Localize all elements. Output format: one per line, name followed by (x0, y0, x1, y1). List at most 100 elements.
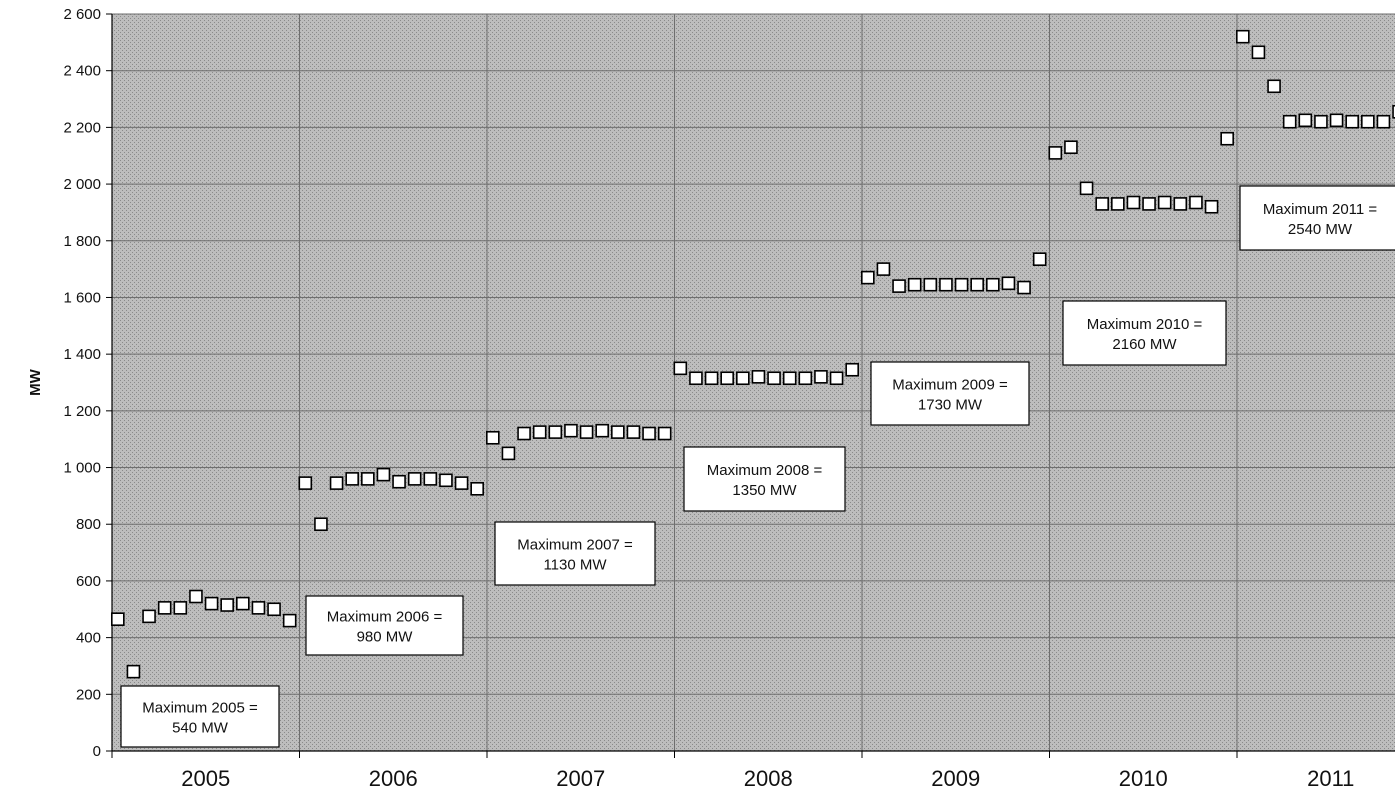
data-point (814, 370, 828, 384)
data-point (1017, 280, 1031, 295)
data-point (517, 426, 531, 441)
data-point (1282, 114, 1297, 129)
y-tick-label: 600 (76, 573, 101, 590)
data-point (1064, 140, 1078, 155)
data-point (111, 612, 125, 626)
data-point (657, 426, 672, 441)
annotation-box: Maximum 2007 = 1130 MW (494, 521, 656, 586)
y-tick-label: 1 600 (63, 289, 101, 306)
data-point (767, 371, 781, 386)
data-point (423, 472, 438, 486)
data-point (892, 279, 906, 293)
annotation-line2: 1730 MW (918, 397, 983, 414)
data-point (954, 277, 969, 292)
data-point (1314, 114, 1328, 129)
data-point (970, 277, 984, 292)
y-tick-label: 1 800 (63, 233, 101, 250)
data-point (501, 446, 516, 461)
data-point (532, 425, 547, 439)
annotation-line2: 540 MW (172, 720, 229, 737)
data-point (1189, 195, 1203, 210)
y-tick-label: 0 (93, 743, 101, 760)
annotations: Maximum 2005 = 540 MW Maximum 2006 = 980 MW… (120, 185, 1395, 748)
annotation-box: Maximum 2010 = 2160 MW (1062, 300, 1227, 366)
data-point (579, 425, 594, 439)
data-point (236, 596, 250, 611)
y-tick-label: 2 600 (63, 6, 101, 23)
data-point (907, 277, 922, 292)
data-point (829, 371, 844, 386)
x-category-label: 2010 (1119, 766, 1168, 791)
x-category-label: 2005 (181, 766, 230, 791)
annotation-line2: 2160 MW (1112, 336, 1177, 353)
data-point (267, 602, 281, 617)
data-point (376, 467, 391, 482)
data-point (720, 371, 734, 386)
data-point (454, 476, 469, 490)
data-point (1001, 276, 1016, 291)
data-point (798, 371, 813, 386)
data-point (1251, 45, 1266, 60)
data-point (1329, 113, 1344, 128)
annotation-line2: 980 MW (357, 629, 414, 646)
annotation-frame (120, 685, 280, 748)
data-point (736, 371, 750, 386)
y-tick-label: 1 200 (63, 403, 101, 420)
annotation-frame (683, 446, 846, 512)
annotation-frame (870, 361, 1030, 426)
data-point (595, 423, 609, 438)
data-point (751, 370, 766, 384)
data-point (220, 598, 234, 612)
y-tick-label: 400 (76, 630, 101, 647)
annotation-box: Maximum 2006 = 980 MW (305, 595, 464, 656)
annotation-line2: 1350 MW (732, 482, 797, 499)
data-point (1236, 29, 1250, 44)
y-axis-label: MW (27, 368, 44, 395)
annotation-line1: Maximum 2010 = (1087, 316, 1203, 333)
annotation-box: Maximum 2009 = 1730 MW (870, 361, 1030, 426)
data-point (486, 430, 500, 445)
data-point (845, 362, 859, 377)
annotation-frame (1062, 300, 1227, 366)
annotation-frame (305, 595, 464, 656)
data-point (1361, 114, 1375, 129)
data-point (1126, 195, 1141, 210)
data-point (689, 371, 703, 386)
annotation-line1: Maximum 2006 = (327, 609, 443, 626)
data-point (1111, 197, 1125, 211)
x-category-labels: 2005 2006 2007 2008 2009 2010 2011 (181, 766, 1354, 791)
data-point (204, 596, 219, 611)
data-point (782, 371, 797, 386)
data-point (1142, 197, 1156, 211)
data-point (704, 371, 719, 386)
y-tick-label: 200 (76, 686, 101, 703)
data-point (1173, 197, 1188, 211)
data-point (329, 476, 344, 490)
annotation-line1: Maximum 2011 = (1263, 201, 1378, 218)
data-point (548, 425, 563, 439)
data-point (673, 361, 688, 376)
data-point (345, 472, 359, 486)
data-point (1204, 199, 1219, 214)
data-point (611, 425, 625, 439)
data-point (189, 589, 203, 604)
annotation-box: Maximum 2005 = 540 MW (120, 685, 280, 748)
y-tick-label: 2 000 (63, 176, 101, 193)
data-point (298, 476, 313, 490)
annotation-line1: Maximum 2007 = (517, 537, 633, 554)
data-point (1392, 104, 1395, 119)
annotation-line2: 2540 MW (1288, 221, 1353, 238)
x-category-label: 2011 (1307, 766, 1354, 791)
data-point (470, 481, 484, 496)
annotation-frame (494, 521, 656, 586)
y-tick-label: 2 400 (63, 63, 101, 80)
data-point (407, 472, 422, 486)
data-point (392, 474, 406, 489)
x-category-label: 2006 (369, 766, 418, 791)
annotation-line2: 1130 MW (543, 557, 607, 574)
y-tick-label: 1 400 (63, 346, 101, 363)
data-point (439, 473, 453, 488)
data-point (876, 262, 891, 276)
